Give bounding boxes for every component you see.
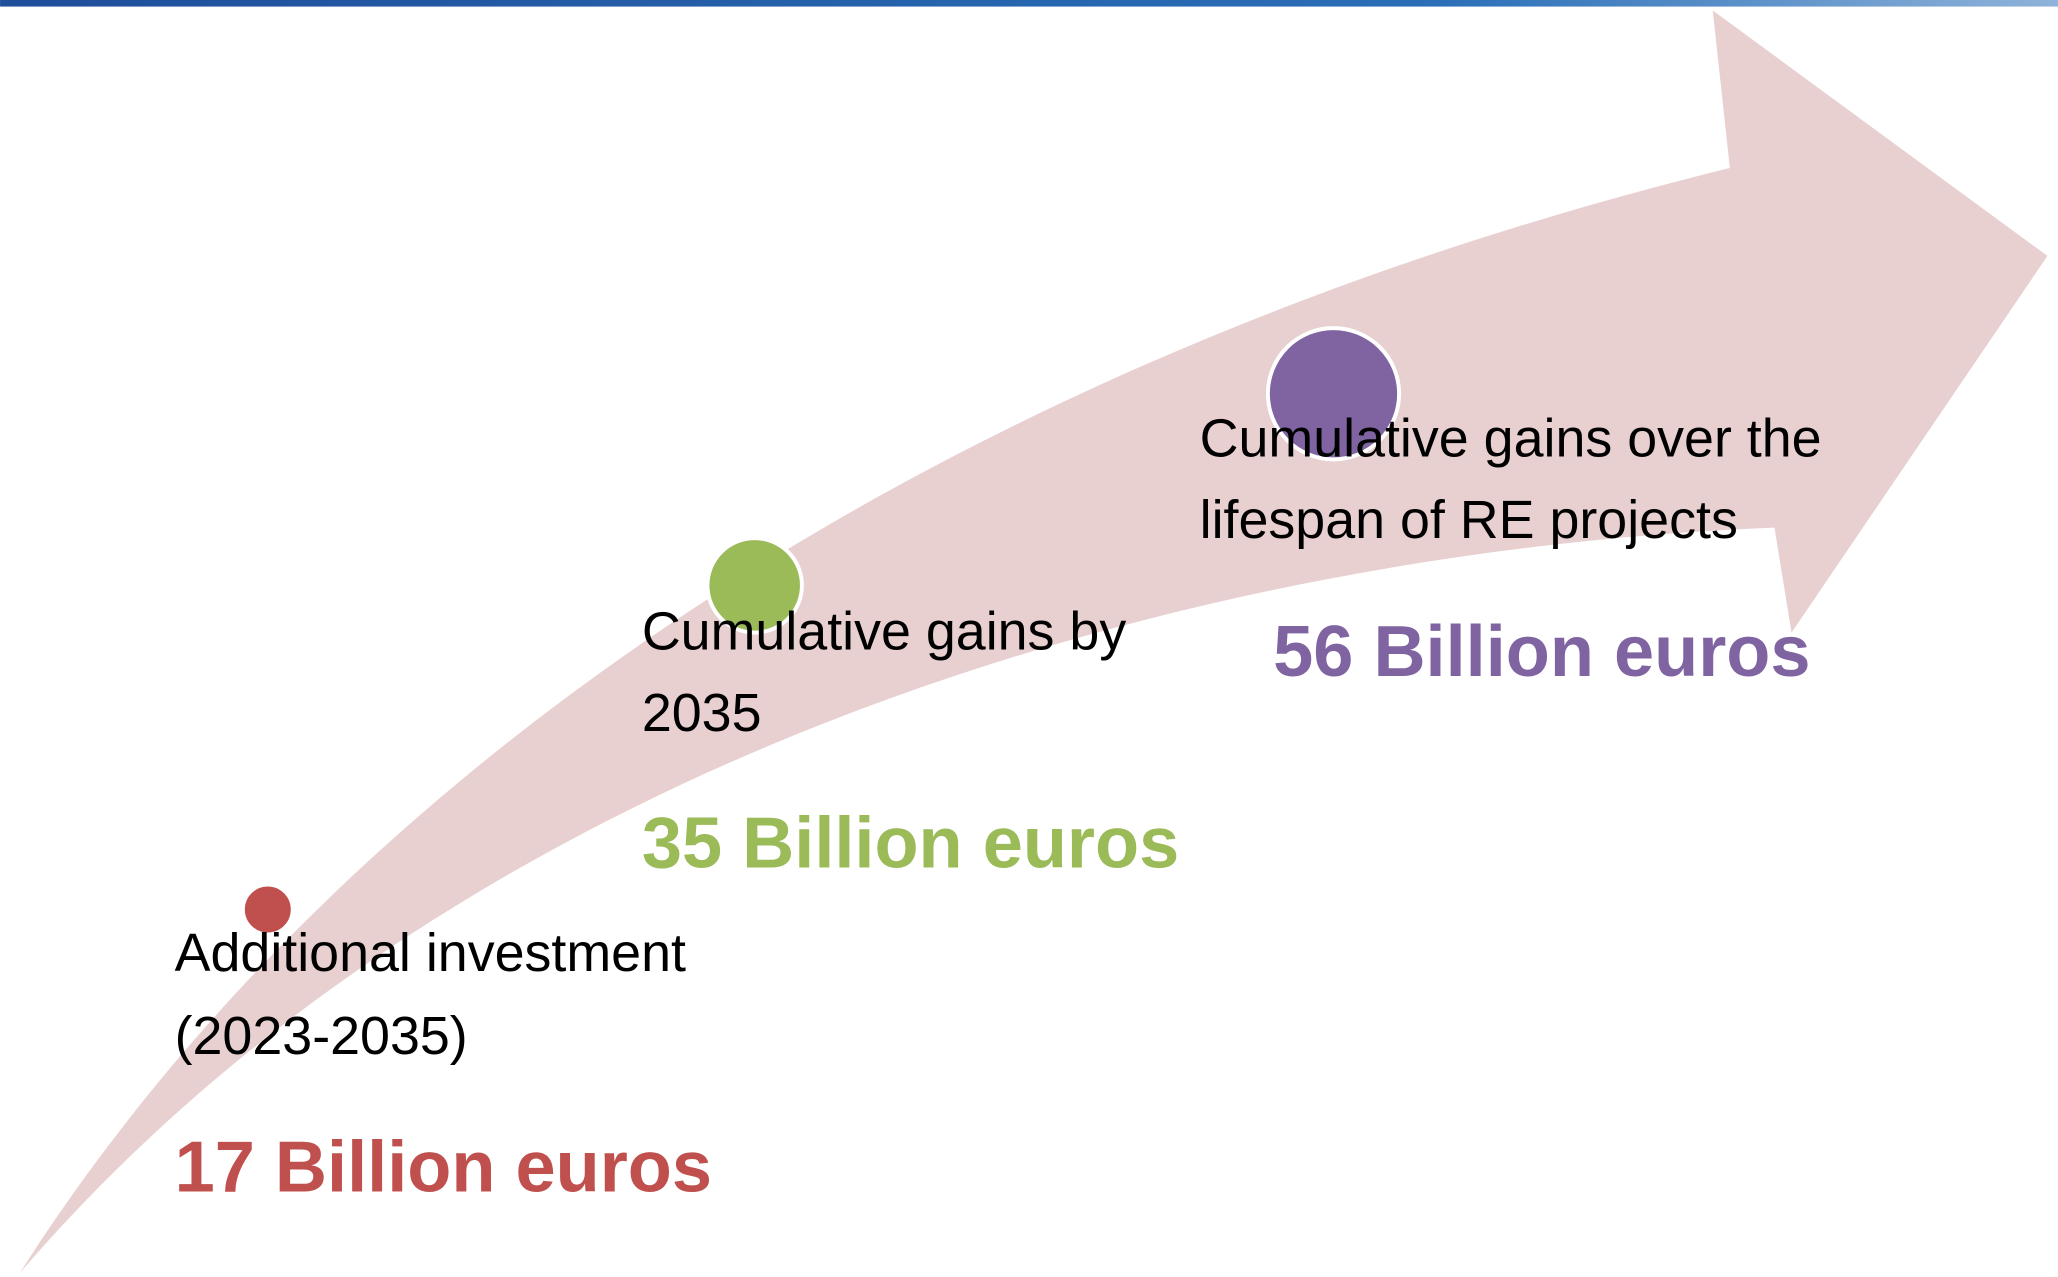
step-value: 17 Billion euros <box>175 1128 712 1208</box>
step-dot <box>240 882 295 937</box>
step-label: 2035 <box>642 683 762 743</box>
arrow <box>19 10 2048 1274</box>
step-label: Cumulative gains by <box>642 602 1127 662</box>
step-label: (2023-2035) <box>175 1006 468 1066</box>
step-dot <box>705 536 804 635</box>
step-label: Cumulative gains over the <box>1200 409 1822 469</box>
step-value: 56 Billion euros <box>1273 612 1810 692</box>
step-value: 35 Billion euros <box>642 804 1179 884</box>
step-label: lifespan of RE projects <box>1200 490 1738 550</box>
step-label: Additional investment <box>175 923 686 983</box>
top-bar <box>0 0 2058 7</box>
step-dot <box>1265 326 1402 462</box>
